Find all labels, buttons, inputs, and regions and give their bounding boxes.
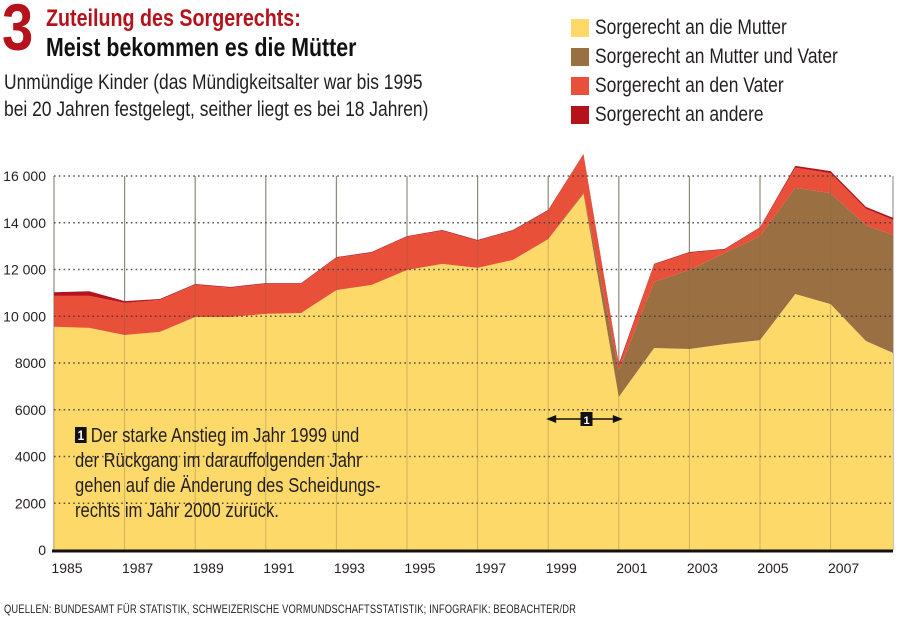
arrow-right-icon — [612, 415, 623, 423]
legend-label: Sorgerecht an die Mutter — [595, 15, 787, 39]
stacked-area-chart: 0 2000 4000 6000 8000 10 000 12 000 14 000 16 00… — [3, 154, 894, 576]
y-tick-label: 6000 — [15, 402, 46, 418]
y-tick-label: 10 000 — [3, 308, 46, 324]
y-tick-label: 8000 — [15, 355, 46, 371]
legend-label: Sorgerecht an Mutter und Vater — [595, 44, 838, 68]
legend-item-other: Sorgerecht an andere — [571, 100, 888, 129]
legend-swatch-father — [571, 76, 589, 95]
source-credit: QUELLEN: BUNDESAMT FÜR STATISTIK, SCHWEI… — [4, 602, 577, 616]
legend-item-joint: Sorgerecht an Mutter und Vater — [571, 42, 888, 71]
chart-headline: Meist bekommen es die Mütter — [46, 32, 357, 62]
y-tick-label: 0 — [38, 542, 46, 558]
chart-number: 3 — [2, 0, 34, 64]
annotation-line: rechts im Jahr 2000 zurück. — [75, 500, 279, 522]
subtitle-line-1: Unmündige Kinder (das Mündigkeitsalter w… — [4, 71, 423, 94]
x-tick-label: 1997 — [475, 560, 506, 576]
y-tick-label: 14 000 — [3, 215, 46, 231]
legend-swatch-other — [571, 105, 589, 124]
x-tick-label: 1999 — [546, 560, 577, 576]
annotation-line: gehen auf die Änderung des Scheidungs- — [75, 475, 381, 497]
x-tick-label: 2007 — [828, 560, 859, 576]
legend-label: Sorgerecht an andere — [595, 102, 764, 126]
legend-label: Sorgerecht an den Vater — [595, 73, 784, 97]
annotation-line: der Rückgang im darauffolgenden Jahr — [75, 450, 362, 472]
range-marker-badge-label: 1 — [583, 415, 589, 427]
x-tick-label: 1995 — [404, 560, 435, 576]
range-marker-badge — [580, 412, 593, 426]
y-tick-label: 4000 — [15, 449, 46, 465]
legend-item-mother: Sorgerecht an die Mutter — [571, 13, 888, 42]
x-tick-label: 2003 — [687, 560, 718, 576]
chart-title: Zuteilung des Sorgerechts: — [46, 5, 301, 32]
area-mother — [54, 194, 893, 550]
x-tick-label: 1993 — [334, 560, 365, 576]
legend-swatch-joint — [571, 47, 589, 66]
x-tick-label: 1985 — [51, 560, 82, 576]
y-tick-label: 12 000 — [3, 262, 46, 278]
annotation-line: 1 Der starke Anstieg im Jahr 1999 und — [75, 424, 380, 449]
x-tick-label: 2005 — [757, 560, 788, 576]
chart-subtitle: Unmündige Kinder (das Mündigkeitsalter w… — [4, 69, 428, 123]
subtitle-line-2: bei 20 Jahren festgelegt, seither liegt … — [4, 98, 429, 121]
legend-swatch-mother — [571, 18, 589, 37]
legend-item-father: Sorgerecht an den Vater — [571, 71, 888, 100]
y-tick-label: 16 000 — [3, 168, 46, 184]
x-tick-label: 1989 — [193, 560, 224, 576]
area-father — [54, 154, 893, 371]
legend: Sorgerecht an die Mutter Sorgerecht an M… — [571, 13, 888, 129]
area-joint — [54, 187, 893, 397]
note-badge: 1 — [75, 427, 87, 443]
x-tick-label: 1987 — [122, 560, 153, 576]
annotation-note: 1 Der starke Anstieg im Jahr 1999 und der… — [75, 424, 380, 524]
x-tick-label: 2001 — [616, 560, 647, 576]
arrow-left-icon — [546, 415, 557, 423]
x-tick-label: 1991 — [263, 560, 294, 576]
y-tick-label: 2000 — [15, 495, 46, 511]
